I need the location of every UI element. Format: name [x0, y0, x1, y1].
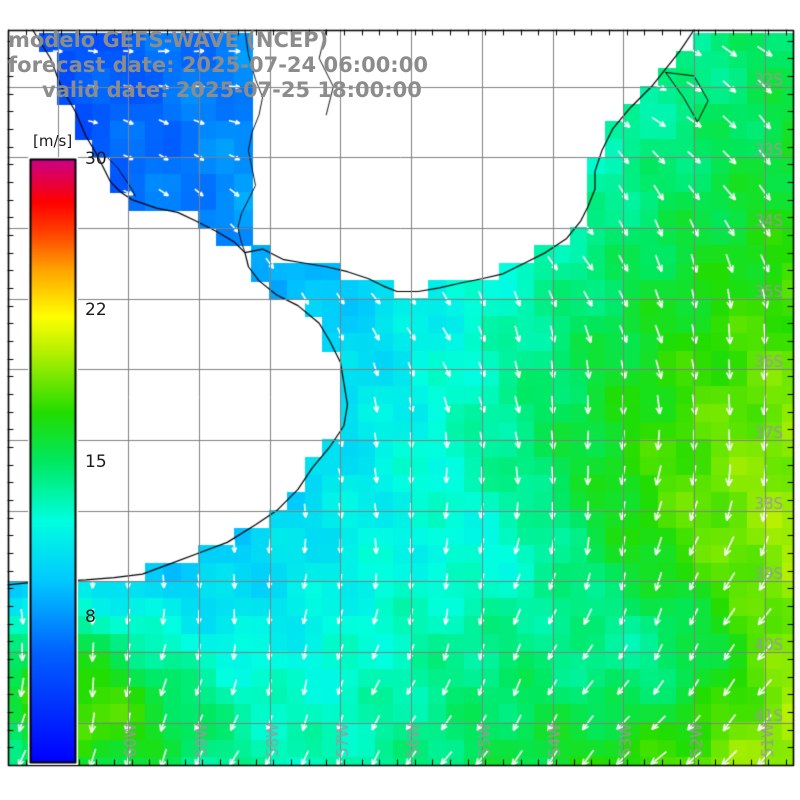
colorbar-unit-label: [m/s] [33, 132, 73, 150]
colorbar-tick-8: 8 [85, 607, 96, 627]
colorbar-tick-15: 15 [85, 452, 107, 472]
colorbar-tick-22: 22 [85, 300, 107, 320]
colorbar-tick-30: 30 [85, 149, 107, 169]
